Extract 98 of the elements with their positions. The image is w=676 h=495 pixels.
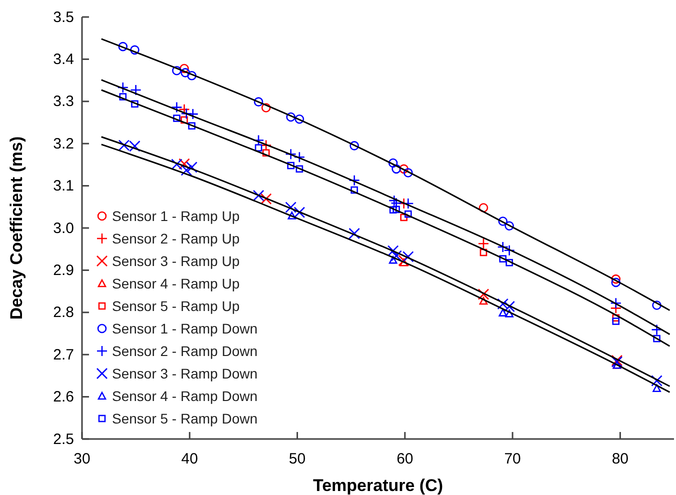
point <box>611 278 621 288</box>
point <box>173 114 180 122</box>
point <box>479 296 488 305</box>
point <box>172 66 182 76</box>
point <box>348 228 360 240</box>
point <box>260 193 272 205</box>
point <box>261 103 271 112</box>
point <box>505 310 514 318</box>
x-tick-label: 70 <box>504 450 521 468</box>
point <box>478 238 490 250</box>
point <box>612 314 620 322</box>
legend-label: Sensor 1 - Ramp Up <box>112 208 240 224</box>
point <box>480 248 488 256</box>
point <box>392 164 401 174</box>
point <box>285 202 296 213</box>
point <box>288 212 296 220</box>
point <box>117 82 129 94</box>
point <box>130 45 140 55</box>
x-tick-label: 50 <box>288 450 306 468</box>
point <box>254 97 264 106</box>
point <box>350 141 359 150</box>
point <box>252 190 264 202</box>
point <box>402 198 414 210</box>
point <box>254 144 262 152</box>
point <box>171 158 182 170</box>
point <box>651 375 662 386</box>
point <box>130 84 142 96</box>
x-tick-label: 60 <box>396 450 414 468</box>
point <box>187 71 196 80</box>
point <box>610 297 622 309</box>
point <box>478 288 490 300</box>
y-tick-label: 2.5 <box>53 430 74 448</box>
point <box>389 206 397 214</box>
point <box>499 255 507 262</box>
y-tick-label: 3.2 <box>53 135 74 152</box>
point <box>653 334 660 342</box>
point <box>286 112 296 122</box>
point <box>388 256 398 264</box>
y-tick-label: 2.7 <box>53 346 74 364</box>
point <box>180 164 192 176</box>
point <box>400 214 408 222</box>
point <box>400 258 408 266</box>
point <box>294 206 306 218</box>
point <box>180 68 190 78</box>
y-tick-label: 2.6 <box>53 388 74 406</box>
point <box>398 254 410 266</box>
point <box>296 165 304 173</box>
point <box>262 149 270 157</box>
legend-label: Sensor 3 - Ramp Down <box>112 366 258 382</box>
point <box>186 162 198 173</box>
legend-label: Sensor 1 - Ramp Down <box>112 320 258 336</box>
point <box>403 168 413 178</box>
point <box>180 116 188 124</box>
point <box>350 186 358 194</box>
legend-label: Sensor 4 - Ramp Down <box>112 388 258 404</box>
point <box>498 308 508 316</box>
x-tick-label: 30 <box>74 450 90 468</box>
y-tick-label: 2.9 <box>53 262 74 279</box>
legend-label: Sensor 5 - Ramp Down <box>112 410 258 426</box>
point <box>652 300 662 310</box>
legend-label: Sensor 2 - Ramp Down <box>112 343 258 359</box>
point <box>611 274 621 284</box>
legend-label: Sensor 2 - Ramp Up <box>112 230 240 246</box>
y-tick-label: 3.0 <box>53 220 74 237</box>
x-tick-label: 80 <box>612 450 629 468</box>
y-axis-title: Decay Coefficient (ms) <box>7 136 26 320</box>
point <box>387 245 399 256</box>
legend-label: Sensor 3 - Ramp Up <box>112 253 240 269</box>
point <box>392 206 400 214</box>
y-tick-label: 3.4 <box>53 51 74 68</box>
point <box>118 42 128 52</box>
point <box>478 203 488 212</box>
point <box>287 162 294 170</box>
legend-label: Sensor 4 - Ramp Up <box>112 276 240 292</box>
x-tick-label: 40 <box>181 450 198 468</box>
point <box>399 164 408 174</box>
point <box>498 216 508 226</box>
legend-label: Sensor 5 - Ramp Up <box>112 298 240 314</box>
point <box>504 221 514 231</box>
point <box>652 384 661 392</box>
point <box>506 258 513 266</box>
point <box>388 158 398 168</box>
point <box>188 122 196 130</box>
point <box>504 300 515 312</box>
y-tick-label: 3.3 <box>53 93 74 110</box>
y-tick-label: 3.1 <box>53 178 74 195</box>
point <box>294 114 304 124</box>
x-axis-title: Temperature (C) <box>312 476 444 495</box>
point <box>178 158 190 170</box>
y-tick-label: 3.5 <box>53 8 74 26</box>
point <box>294 151 306 163</box>
point <box>180 64 189 74</box>
point <box>612 318 620 325</box>
point <box>131 100 138 108</box>
y-tick-label: 2.8 <box>53 304 74 322</box>
point <box>497 298 509 310</box>
point <box>404 210 412 218</box>
point <box>119 93 127 100</box>
